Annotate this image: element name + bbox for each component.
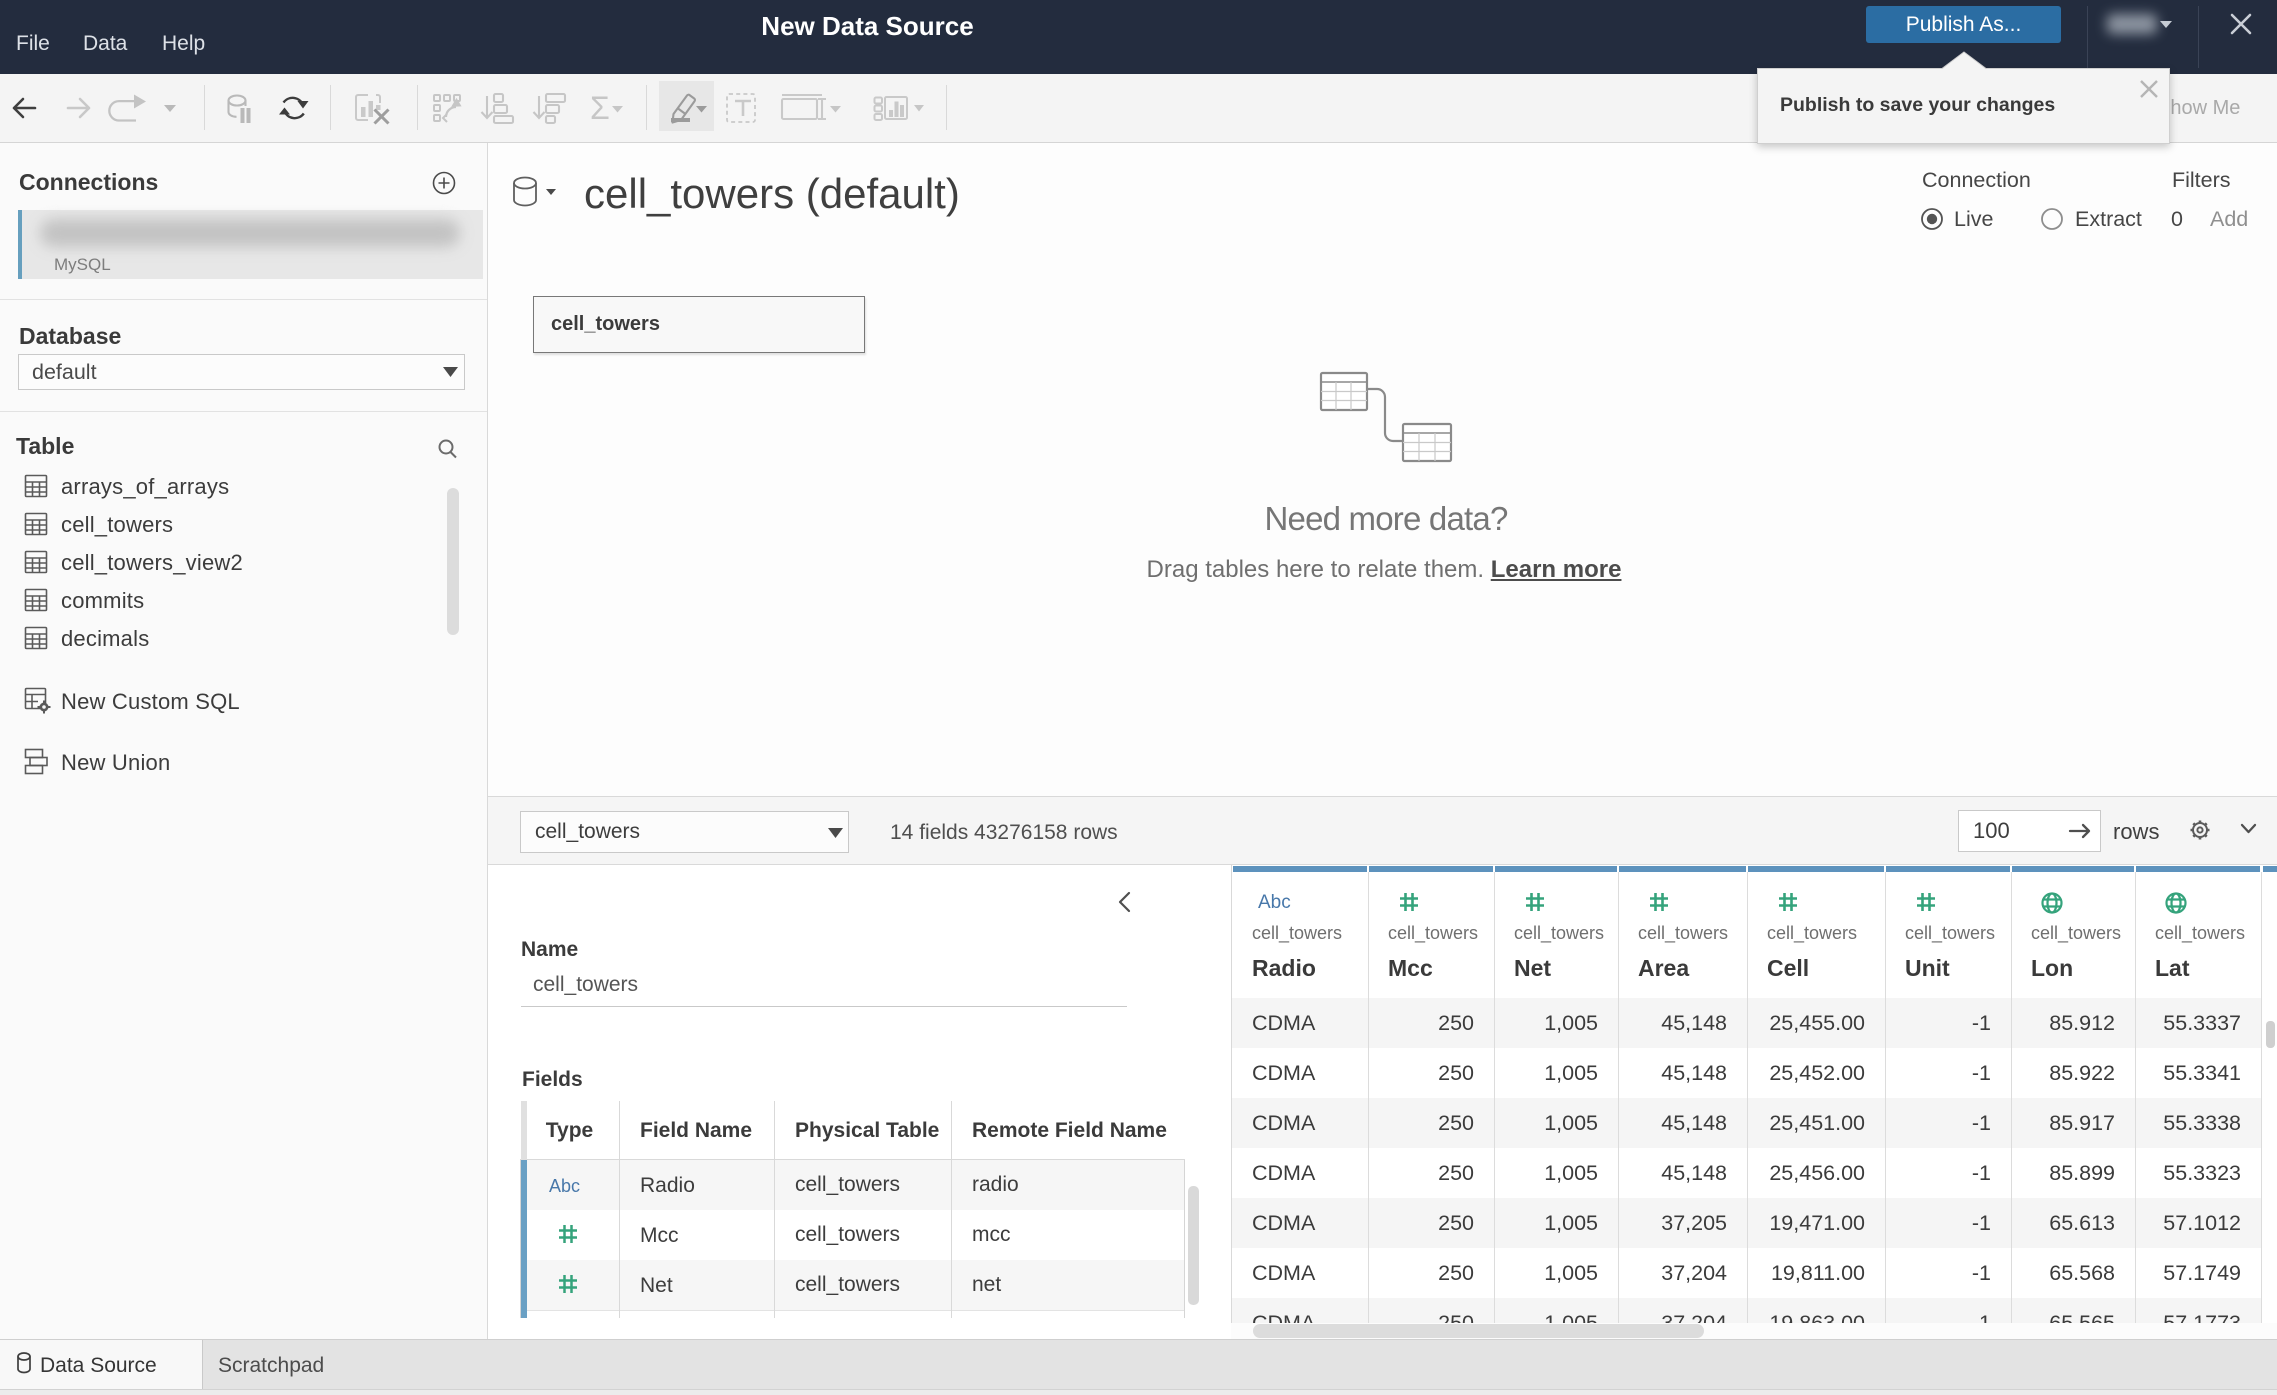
svg-text:Σ: Σ	[590, 90, 610, 126]
